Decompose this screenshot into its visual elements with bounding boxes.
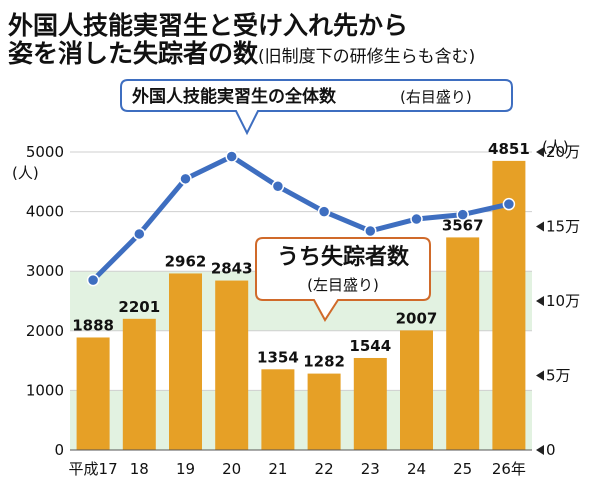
line-point bbox=[317, 205, 331, 218]
right-tick-label: 15万 bbox=[546, 218, 580, 236]
bar bbox=[446, 237, 480, 450]
series-line bbox=[91, 153, 510, 282]
bar bbox=[215, 280, 249, 450]
bar bbox=[122, 318, 156, 450]
line-point bbox=[271, 180, 285, 193]
x-tick-label: 22 bbox=[315, 460, 334, 478]
chart-title-main: 姿を消した失踪者の数 bbox=[8, 39, 259, 68]
bar-value-label: 4851 bbox=[488, 140, 530, 158]
bar-value-label: 1354 bbox=[257, 348, 299, 366]
x-tick-label: 19 bbox=[176, 460, 195, 478]
left-tick-label: 1000 bbox=[26, 381, 64, 399]
bar-value-label: 2843 bbox=[211, 260, 253, 278]
right-tick-label: 0 bbox=[546, 441, 556, 459]
bar bbox=[353, 357, 387, 450]
line-point bbox=[86, 273, 100, 287]
bar-value-label: 1544 bbox=[349, 337, 391, 355]
line-point bbox=[364, 224, 377, 238]
left-tick-label: 0 bbox=[54, 441, 64, 459]
line-point bbox=[225, 150, 238, 163]
left-tick-label: 5000 bbox=[26, 143, 64, 161]
bar bbox=[261, 369, 295, 450]
right-tick-label: 20万 bbox=[546, 143, 580, 161]
bar bbox=[76, 337, 110, 450]
right-tick-label: 10万 bbox=[546, 292, 580, 310]
bar-value-label: 1282 bbox=[303, 353, 345, 371]
bar-series-sub-label: (左目盛り) bbox=[307, 276, 379, 294]
left-tick-label: 3000 bbox=[26, 262, 64, 280]
bar-value-label: 2007 bbox=[396, 309, 438, 327]
x-tick-label: 21 bbox=[268, 460, 287, 478]
chart-title-line2: 姿を消した失踪者の数(旧制度下の研修生らも含む) bbox=[8, 34, 475, 70]
line-point bbox=[133, 227, 146, 241]
right-tick-marker bbox=[536, 370, 544, 381]
right-tick-label: 5万 bbox=[546, 367, 571, 385]
x-tick-label: 26年 bbox=[492, 460, 526, 478]
x-tick-label: 25 bbox=[453, 460, 472, 478]
right-unit-label: (人) bbox=[542, 138, 569, 156]
line-point bbox=[456, 208, 469, 221]
x-tick-label: 20 bbox=[222, 460, 241, 478]
left-tick-label: 4000 bbox=[26, 203, 64, 221]
right-tick-marker bbox=[536, 445, 544, 455]
line-series-sub-label: (右目盛り) bbox=[400, 88, 472, 106]
left-unit-label: (人) bbox=[12, 164, 39, 182]
chart-title-note: (旧制度下の研修生らも含む) bbox=[258, 47, 476, 67]
line-point bbox=[502, 197, 516, 211]
bar-series-callout bbox=[255, 237, 431, 322]
right-tick-marker bbox=[536, 221, 544, 232]
line-series-label: 外国人技能実習生の全体数 bbox=[132, 86, 337, 107]
left-tick-label: 2000 bbox=[26, 322, 64, 340]
x-tick-label: 24 bbox=[407, 460, 426, 478]
right-tick-marker bbox=[536, 296, 544, 306]
bar-value-label: 3567 bbox=[442, 216, 484, 234]
x-tick-label: 18 bbox=[130, 460, 149, 478]
x-tick-label: 平成17 bbox=[69, 460, 118, 478]
chart-title-line1: 外国人技能実習生と受け入れ先から bbox=[8, 11, 409, 40]
right-tick-marker bbox=[536, 147, 544, 157]
bar-series-label: うち失踪者数 bbox=[277, 244, 410, 270]
bar-value-label: 2201 bbox=[118, 298, 160, 316]
line-point bbox=[410, 212, 423, 226]
x-tick-label: 23 bbox=[361, 460, 380, 478]
bar-value-label: 1888 bbox=[72, 316, 114, 334]
line-series-callout bbox=[120, 79, 513, 136]
bar bbox=[169, 273, 202, 450]
line-point bbox=[179, 172, 192, 186]
bar-value-label: 2962 bbox=[165, 252, 207, 270]
bar bbox=[307, 373, 341, 450]
bar bbox=[400, 330, 433, 450]
